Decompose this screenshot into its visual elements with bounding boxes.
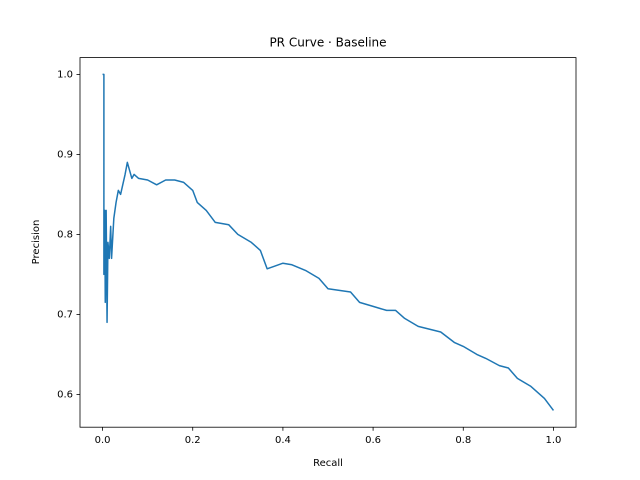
x-tick-label: 0.4 — [275, 435, 291, 446]
plot-frame — [79, 57, 577, 428]
y-tick-label: 0.9 — [57, 149, 73, 160]
y-tick-label: 0.6 — [57, 389, 73, 400]
y-tick-label: 0.7 — [57, 309, 73, 320]
x-tick-label: 0.2 — [185, 435, 201, 446]
y-axis-label: Precision — [31, 220, 42, 265]
x-axis-label: Recall — [313, 458, 343, 469]
x-tick-label: 0.6 — [365, 435, 381, 446]
y-tick-label: 1.0 — [57, 69, 73, 80]
chart-title: PR Curve · Baseline — [269, 36, 386, 50]
x-tick-label: 0.0 — [95, 435, 111, 446]
y-tick-label: 0.8 — [57, 229, 73, 240]
x-tick-label: 1.0 — [546, 435, 562, 446]
x-tick-label: 0.8 — [455, 435, 471, 446]
line — [102, 73, 555, 411]
